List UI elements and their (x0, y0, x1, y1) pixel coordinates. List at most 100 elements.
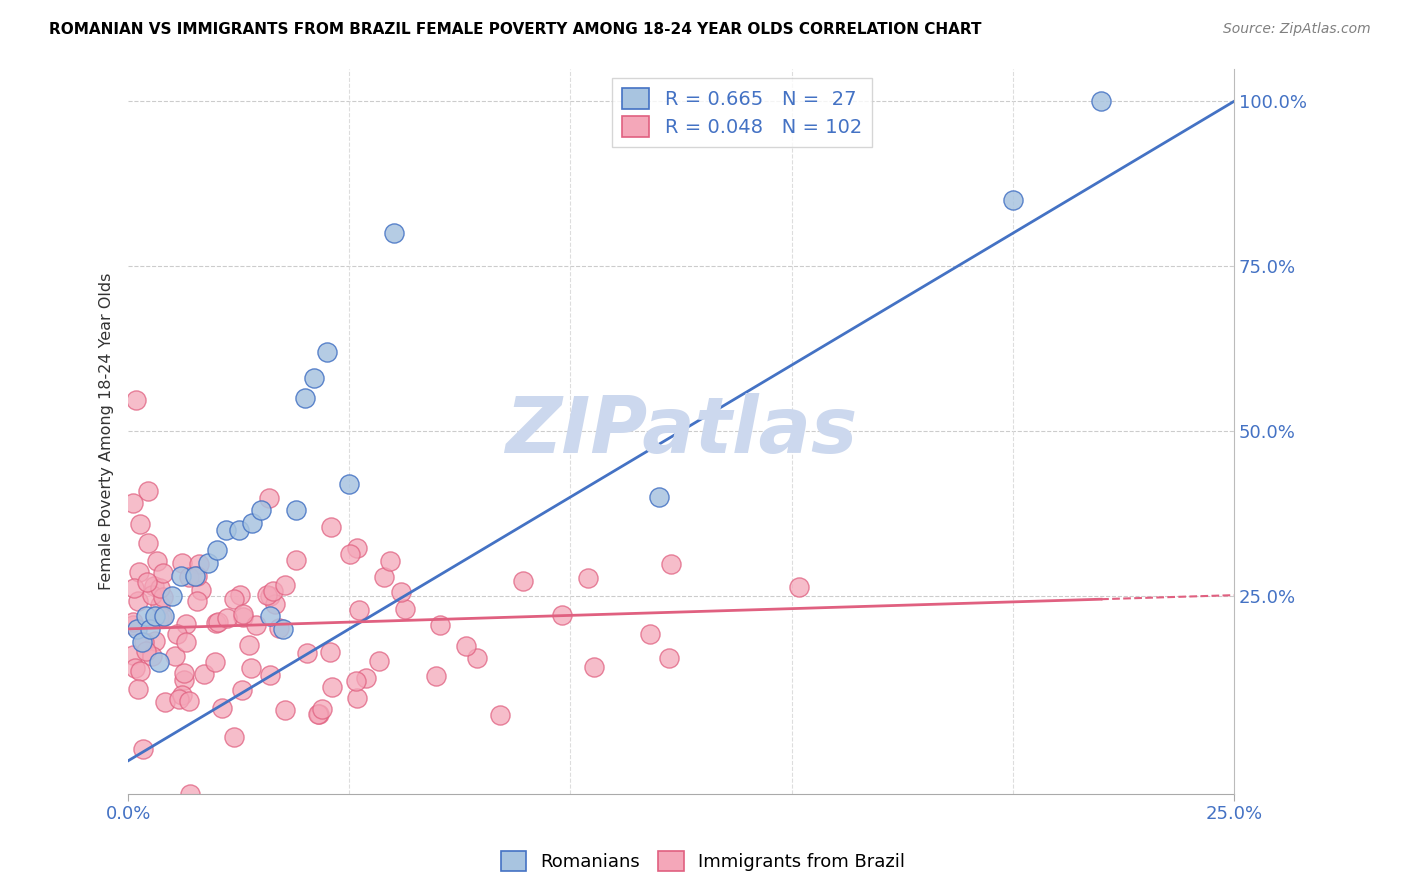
Point (232, 607, 254, 621)
Point (295, 646, 318, 660)
Point (368, 654, 391, 668)
Point (394, 601, 416, 615)
Point (319, 645, 342, 659)
Point (294, 391, 316, 405)
Point (186, 593, 208, 607)
Point (285, 503, 308, 517)
Legend: Romanians, Immigrants from Brazil: Romanians, Immigrants from Brazil (494, 844, 912, 879)
Point (347, 603, 370, 617)
Point (131, 635, 153, 649)
Point (271, 622, 294, 636)
Point (197, 556, 219, 570)
Point (638, 626, 661, 640)
Point (152, 566, 174, 581)
Point (143, 634, 166, 648)
Point (135, 644, 157, 658)
Point (121, 648, 143, 663)
Point (124, 393, 146, 408)
Point (135, 608, 157, 623)
Point (231, 682, 253, 697)
Point (139, 622, 162, 636)
Point (262, 584, 284, 599)
Point (169, 691, 191, 706)
Point (138, 483, 160, 498)
Point (648, 490, 671, 504)
Point (122, 581, 145, 595)
Point (143, 579, 166, 593)
Point (229, 588, 252, 602)
Point (129, 516, 152, 531)
Point (174, 635, 197, 649)
Point (128, 565, 150, 579)
Point (129, 664, 152, 678)
Point (179, 694, 201, 708)
Point (136, 575, 159, 590)
Point (245, 617, 267, 632)
Point (321, 680, 343, 694)
Point (339, 547, 361, 561)
Point (152, 591, 174, 605)
Point (302, 371, 325, 385)
Point (512, 574, 534, 588)
Point (148, 611, 170, 625)
Point (141, 649, 163, 664)
Point (465, 651, 488, 665)
Point (425, 668, 447, 682)
Point (152, 608, 174, 623)
Point (122, 615, 145, 629)
Point (274, 702, 297, 716)
Point (240, 516, 263, 531)
Point (222, 730, 245, 744)
Point (256, 588, 278, 602)
Point (179, 787, 201, 801)
Point (121, 617, 143, 632)
Point (204, 655, 226, 669)
Legend: R = 0.665   N =  27, R = 0.048   N = 102: R = 0.665 N = 27, R = 0.048 N = 102 (612, 78, 872, 147)
Point (337, 476, 360, 491)
Point (205, 542, 228, 557)
Point (173, 673, 195, 687)
Point (204, 616, 226, 631)
Point (162, 589, 184, 603)
Point (454, 639, 477, 653)
Point (127, 593, 149, 607)
Text: ZIPatlas: ZIPatlas (505, 393, 858, 469)
Point (141, 588, 163, 602)
Point (150, 610, 173, 624)
Point (488, 707, 510, 722)
Point (344, 673, 367, 688)
Point (127, 682, 149, 697)
Point (146, 554, 169, 568)
Point (211, 701, 233, 715)
Point (1090, 95, 1112, 109)
Point (170, 569, 193, 583)
Point (259, 590, 281, 604)
Point (131, 741, 153, 756)
Point (127, 622, 149, 636)
Point (307, 706, 329, 721)
Point (658, 650, 681, 665)
Point (263, 597, 285, 611)
Point (1001, 194, 1024, 208)
Point (134, 635, 156, 649)
Point (166, 627, 188, 641)
Point (124, 661, 146, 675)
Point (179, 569, 201, 583)
Point (356, 671, 378, 685)
Point (239, 661, 262, 675)
Point (389, 584, 412, 599)
Point (319, 519, 342, 533)
Point (214, 523, 236, 537)
Point (269, 621, 291, 635)
Point (222, 591, 245, 606)
Point (174, 616, 197, 631)
Point (232, 609, 254, 624)
Point (193, 666, 215, 681)
Point (217, 611, 239, 625)
Point (170, 556, 193, 570)
Point (153, 695, 176, 709)
Point (183, 569, 205, 583)
Point (148, 655, 170, 669)
Point (149, 581, 172, 595)
Point (186, 568, 208, 582)
